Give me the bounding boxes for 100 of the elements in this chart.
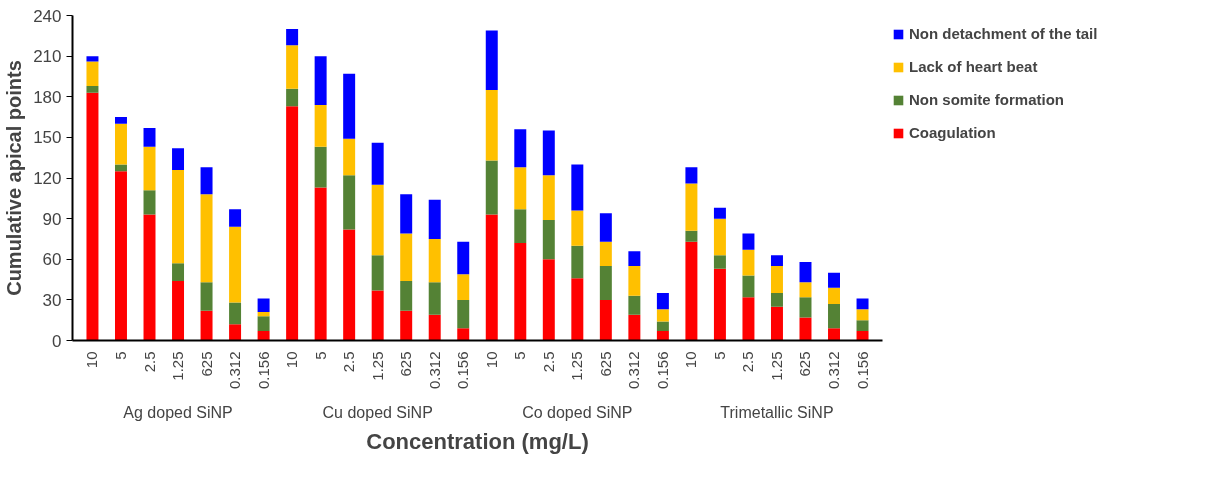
bar xyxy=(799,261,812,283)
bar xyxy=(200,194,213,283)
bar xyxy=(542,175,555,220)
x-tick-label: 2.5 xyxy=(140,351,158,373)
x-tick-label: 0.312 xyxy=(825,351,843,390)
y-tick-label: 210 xyxy=(33,47,62,67)
bar xyxy=(143,214,156,341)
bar xyxy=(371,142,384,185)
bar xyxy=(713,207,726,219)
bar xyxy=(514,243,527,341)
bar xyxy=(542,219,555,260)
bar xyxy=(286,106,299,341)
bar xyxy=(286,88,299,107)
bar xyxy=(485,89,498,161)
x-tick-label: 5 xyxy=(710,351,728,360)
bar xyxy=(856,298,869,310)
bar xyxy=(514,167,527,210)
bar xyxy=(86,85,99,93)
bar xyxy=(343,73,356,139)
x-tick-label: 10 xyxy=(83,351,101,369)
x-tick-label: 0.312 xyxy=(625,351,643,390)
bar xyxy=(172,280,185,341)
bar xyxy=(343,229,356,341)
bar xyxy=(713,255,726,269)
bar xyxy=(172,148,185,170)
bar xyxy=(571,245,584,279)
y-tick-label: 240 xyxy=(33,6,62,26)
x-tick-label: 625 xyxy=(796,351,814,377)
x-tick-label: 0.312 xyxy=(226,351,244,390)
bar xyxy=(371,290,384,341)
bar xyxy=(542,130,555,176)
bar xyxy=(571,210,584,246)
bar xyxy=(115,123,127,165)
bar xyxy=(143,190,156,215)
x-tick-label: 10 xyxy=(682,351,700,369)
bar xyxy=(457,274,470,300)
bar xyxy=(314,104,327,147)
bar xyxy=(770,266,783,294)
bar xyxy=(599,266,612,300)
x-tick-label: 2.5 xyxy=(539,351,557,373)
x-tick-label: 625 xyxy=(397,351,415,377)
bar xyxy=(115,117,127,124)
text: Ag doped SiNP xyxy=(123,403,233,421)
bar xyxy=(428,282,441,315)
bar xyxy=(371,255,384,291)
y-tick-label: 180 xyxy=(33,87,62,107)
legend-label: Coagulation xyxy=(909,124,996,141)
bar xyxy=(542,259,555,341)
x-tick-label: 10 xyxy=(482,351,500,369)
bar xyxy=(799,282,812,298)
bar xyxy=(770,293,783,307)
legend-label: Non somite formation xyxy=(909,91,1065,108)
bar xyxy=(143,146,156,191)
bar xyxy=(200,167,213,195)
y-axis-title: Cumulative apical points xyxy=(3,60,26,296)
bar xyxy=(343,138,356,176)
bar xyxy=(742,275,755,298)
x-tick-label: 1.25 xyxy=(767,351,785,381)
bar xyxy=(742,297,755,341)
x-tick-label: 0.312 xyxy=(425,351,443,390)
bar xyxy=(115,164,127,172)
y-tick-label: 30 xyxy=(42,290,62,310)
bar xyxy=(770,255,783,267)
bar xyxy=(685,230,698,242)
x-tick-label: 0.156 xyxy=(454,351,472,390)
bar xyxy=(428,199,441,239)
x-tick-label: 0.156 xyxy=(653,351,671,390)
y-tick-label: 90 xyxy=(42,209,62,229)
x-tick-label: 0.156 xyxy=(853,351,871,390)
bar xyxy=(856,309,869,321)
bar xyxy=(599,241,612,267)
bar xyxy=(143,127,156,147)
bar xyxy=(799,317,812,341)
bar xyxy=(229,302,242,325)
x-tick-label: 10 xyxy=(283,351,301,369)
bar xyxy=(770,306,783,341)
text: Co doped SiNP xyxy=(522,403,633,421)
bar xyxy=(828,303,840,329)
bar xyxy=(656,309,669,322)
y-tick-label: 0 xyxy=(52,331,62,351)
bar xyxy=(314,146,327,188)
bar xyxy=(428,238,441,283)
bar xyxy=(656,331,669,341)
bar xyxy=(257,298,270,313)
bar xyxy=(257,312,270,317)
bar xyxy=(713,218,726,256)
x-tick-label: 0.156 xyxy=(254,351,272,390)
bar xyxy=(400,280,413,311)
bar xyxy=(86,56,99,62)
bar xyxy=(799,297,812,318)
bar xyxy=(742,233,755,250)
legend-label: Lack of heart beat xyxy=(909,58,1038,75)
bar xyxy=(314,56,327,105)
bar xyxy=(485,214,498,341)
bar xyxy=(656,321,669,332)
x-tick-label: 625 xyxy=(197,351,215,377)
bar xyxy=(257,331,270,341)
x-tick-label: 5 xyxy=(311,351,329,360)
bar xyxy=(457,328,470,341)
bar xyxy=(571,164,584,211)
